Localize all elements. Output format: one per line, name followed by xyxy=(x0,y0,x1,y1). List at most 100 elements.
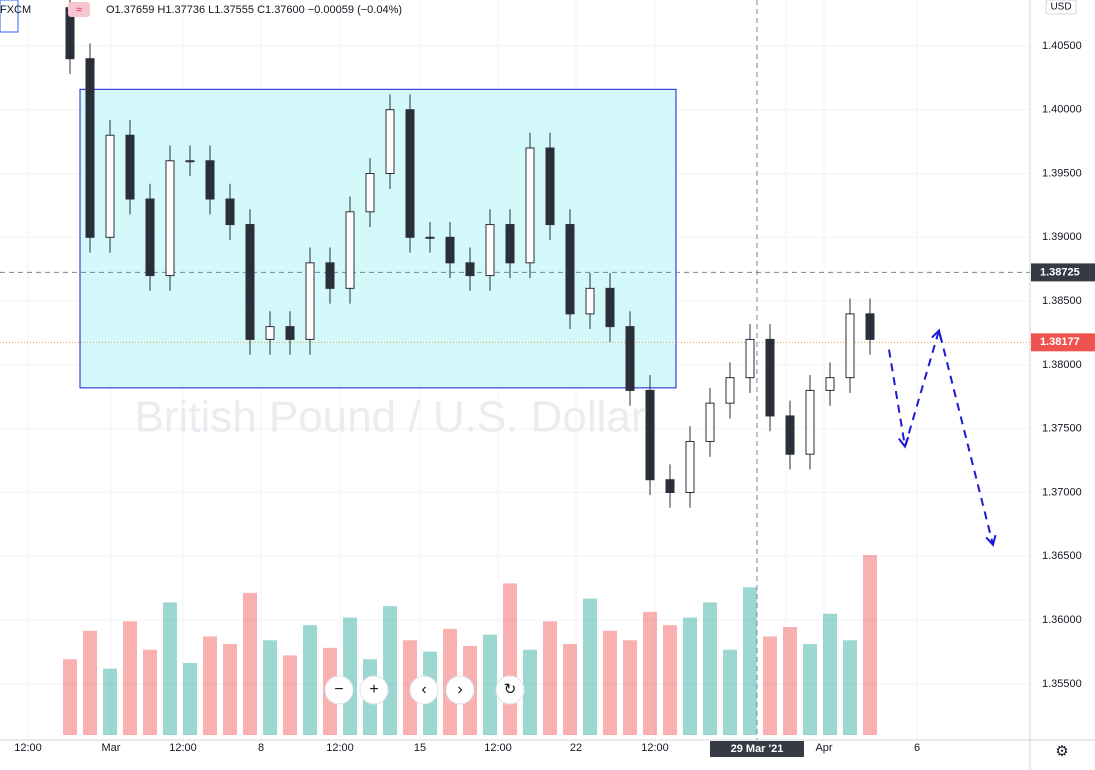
volume-bar xyxy=(783,627,797,735)
x-tick-label: 12:00 xyxy=(641,742,669,754)
volume-bar xyxy=(483,634,497,735)
x-tick-label: 12:00 xyxy=(14,742,42,754)
volume-bar xyxy=(823,613,837,735)
candle-body xyxy=(385,109,395,175)
y-tick-label: 1.36000 xyxy=(1042,614,1082,626)
volume-bar xyxy=(143,649,157,735)
candle-body xyxy=(625,326,635,391)
volume-bar xyxy=(663,625,677,735)
volume-bar xyxy=(543,621,557,735)
candle-body xyxy=(765,338,775,417)
legend-box xyxy=(0,0,19,33)
volume-bar xyxy=(863,555,877,735)
y-tick-label: 1.37000 xyxy=(1042,486,1082,498)
candle-body xyxy=(85,58,95,238)
crosshair-price-label: 1.38725 xyxy=(1040,266,1080,278)
currency-box[interactable] xyxy=(1045,0,1077,15)
candle-body xyxy=(505,224,515,264)
range-box xyxy=(79,88,677,389)
volume-bar xyxy=(723,649,737,735)
candle-body xyxy=(365,173,375,213)
plot-area: GBPUSD, 1hBritish Pound / U.S. Dollar xyxy=(0,0,1030,740)
y-tick-label: 1.36500 xyxy=(1042,550,1082,562)
candle-body xyxy=(305,262,315,340)
volume-bar xyxy=(563,644,577,735)
candle-body xyxy=(265,326,275,340)
zoom-out-button[interactable] xyxy=(324,675,354,705)
indicator-icon: ≈ xyxy=(76,4,82,16)
projection-arrowhead xyxy=(931,328,943,341)
volume-bar xyxy=(123,621,137,735)
x-tick-label: 12:00 xyxy=(326,742,354,754)
candle-body xyxy=(825,377,835,391)
volume-bar xyxy=(243,592,257,735)
candle-body xyxy=(345,211,355,289)
y-tick-label: 1.39000 xyxy=(1042,231,1082,243)
scroll-left-icon: ‹ xyxy=(421,681,426,698)
candle-body xyxy=(425,236,435,239)
volume-bar xyxy=(643,611,657,735)
candle-body xyxy=(285,326,295,340)
candle-body xyxy=(865,313,875,340)
scroll-left-button[interactable] xyxy=(409,675,439,705)
projection-arrowhead xyxy=(898,436,910,449)
y-tick-label: 1.40500 xyxy=(1042,40,1082,52)
x-tick-label: Mar xyxy=(102,742,121,754)
volume-bar xyxy=(183,663,197,735)
y-tick-label: 1.39500 xyxy=(1042,167,1082,179)
candle-body xyxy=(745,338,755,379)
reset-button[interactable] xyxy=(495,675,525,705)
volume-bar xyxy=(63,659,77,735)
x-tick-label: 12:00 xyxy=(169,742,197,754)
candle-body xyxy=(545,147,555,226)
candle-body xyxy=(665,479,675,493)
volume-bar xyxy=(343,617,357,735)
volume-bar xyxy=(683,617,697,735)
projection-path xyxy=(888,326,994,546)
candle-body xyxy=(705,402,715,442)
volume-bar xyxy=(383,606,397,735)
indicator-button[interactable] xyxy=(68,2,90,17)
x-tick-label: 8 xyxy=(258,742,264,754)
candle-body xyxy=(205,160,215,200)
y-tick-label: 1.37500 xyxy=(1042,423,1082,435)
candle-body xyxy=(225,198,235,226)
projection-arrowhead xyxy=(985,534,997,547)
candle-body xyxy=(805,389,815,455)
volume-bar xyxy=(803,644,817,735)
candle-body xyxy=(685,440,695,493)
candle-body xyxy=(725,377,735,404)
volume-bar xyxy=(603,630,617,735)
y-tick-label: 1.38000 xyxy=(1042,359,1082,371)
crosshair-time-box xyxy=(710,741,804,757)
y-tick-label: 1.35500 xyxy=(1042,678,1082,690)
settings-icon[interactable]: ⚙ xyxy=(1055,743,1068,760)
volume-bar xyxy=(763,636,777,735)
volume-bar xyxy=(843,640,857,735)
volume-bar xyxy=(503,583,517,735)
x-tick-label: 22 xyxy=(570,742,582,754)
volume-bar xyxy=(83,630,97,735)
zoom-out-icon: − xyxy=(334,681,343,698)
volume-bar xyxy=(263,640,277,735)
volume-bar xyxy=(583,598,597,735)
zoom-in-button[interactable] xyxy=(359,675,389,705)
zoom-controls: − + ‹ › ↻ xyxy=(324,675,525,705)
symbol: FXCM xyxy=(0,4,31,16)
scroll-right-icon: › xyxy=(457,681,462,698)
volume-bar xyxy=(223,644,237,735)
x-tick-label: 15 xyxy=(414,742,426,754)
last-price-label: 1.38177 xyxy=(1040,336,1080,348)
candle-body xyxy=(445,236,455,264)
scroll-right-button[interactable] xyxy=(445,675,475,705)
candle-body xyxy=(785,415,795,455)
candle-body xyxy=(325,262,335,289)
volume-bar xyxy=(623,640,637,735)
volume-bar xyxy=(203,636,217,735)
x-tick-label: 12:00 xyxy=(484,742,512,754)
y-tick-label: 1.38500 xyxy=(1042,295,1082,307)
x-tick-label: 6 xyxy=(914,742,920,754)
volume-bar xyxy=(103,668,117,735)
candle-body xyxy=(585,287,595,315)
